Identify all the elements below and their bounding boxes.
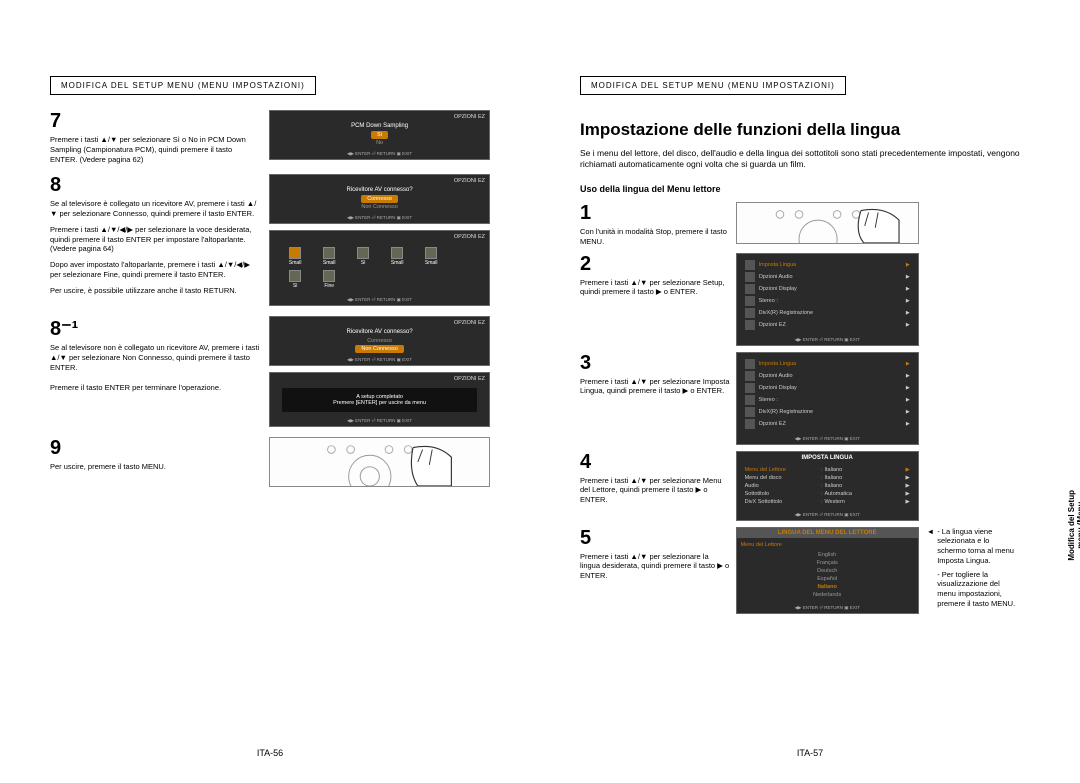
rstep-5-screen: LINGUA DEL MENU DEL LETTORE Menu del Let… [736, 527, 919, 614]
rstep-3-screen: Imposta Lingua▶Opzioni Audio▶Opzioni Dis… [736, 352, 919, 445]
step-8-text2: Premere i tasti ▲/▼/◀/▶ per selezionare … [50, 225, 261, 254]
step-9: 9 Per uscire, premere il tasto MENU. [50, 437, 490, 487]
step-8-text4: Per uscire, è possibile utilizzare anche… [50, 286, 261, 296]
right-sub: Uso della lingua del Menu lettore [580, 184, 1020, 194]
step-9-num: 9 [50, 437, 261, 460]
setup-row: Audio:Italiano▶ [745, 482, 910, 490]
setup-row: Sottotitolo:Automatica▶ [745, 490, 910, 498]
menu-item: Opzioni EZ▶ [745, 319, 910, 331]
step-8-num: 8 [50, 174, 261, 197]
page-num-left: ITA-56 [257, 748, 283, 758]
lang-item: Français [749, 559, 906, 567]
setup-complete-box: A setup completato Premere [ENTER] per u… [282, 388, 477, 412]
step-7-text: Premere i tasti ▲/▼ per selezionare Sì o… [50, 135, 261, 164]
step-8-text1: Se al televisore è collegato un ricevito… [50, 199, 261, 219]
step-8-text3: Dopo aver impostato l'altoparlante, prem… [50, 260, 261, 280]
lang-item: Italiano [749, 583, 906, 591]
setup-row: Menu del Lettore:Italiano▶ [745, 466, 910, 474]
right-page: MODIFICA DEL SETUP MENU (MENU IMPOSTAZIO… [540, 0, 1080, 783]
step-8-1-text2: Premere il tasto ENTER per terminare l'o… [50, 383, 261, 393]
menu-item: Opzioni Display▶ [745, 283, 910, 295]
step-7-num: 7 [50, 110, 261, 133]
left-header: MODIFICA DEL SETUP MENU (MENU IMPOSTAZIO… [50, 76, 316, 95]
menu-item: Opzioni Audio▶ [745, 370, 910, 382]
rstep-5: 5 Premere i tasti ▲/▼ per selezionare la… [580, 527, 1020, 614]
step-8: 8 Se al televisore è collegato un ricevi… [50, 174, 490, 306]
menu-item: Opzioni EZ▶ [745, 418, 910, 430]
lang-item: Español [749, 575, 906, 583]
step-7: 7 Premere i tasti ▲/▼ per selezionare Sì… [50, 110, 490, 164]
right-intro: Se i menu del lettore, del disco, dell'a… [580, 148, 1020, 170]
setup-row: Menu del disco:Italiano▶ [745, 474, 910, 482]
menu-item: Imposta Lingua▶ [745, 358, 910, 370]
menu-item: Stereo :▶ [745, 394, 910, 406]
step-8-1-text1: Se al televisore non è collegato un rice… [50, 343, 261, 372]
rstep-2: 2 Premere i tasti ▲/▼ per selezionare Se… [580, 253, 1020, 346]
step-8-1-screen1: OPZIONI EZ Ricevitore AV connesso? Conne… [269, 316, 490, 366]
menu-item: DivX(R) Registrazione▶ [745, 406, 910, 418]
speaker-grid: Small Small Sì Small Small Sì Fine [274, 243, 485, 293]
lang-item: Nederlands [749, 591, 906, 599]
menu-item: Opzioni Display▶ [745, 382, 910, 394]
rstep-4: 4 Premere i tasti ▲/▼ per selezionare Me… [580, 451, 1020, 521]
remote-hand-figure [269, 437, 490, 487]
step-7-screen: OPZIONI EZ PCM Down Sampling Sì No ◀▶ EN… [269, 110, 490, 160]
step-8-1: 8⁻¹ Se al televisore non è collegato un … [50, 316, 490, 427]
page-num-right: ITA-57 [797, 748, 823, 758]
rstep-3: 3 Premere i tasti ▲/▼ per selezionare Im… [580, 352, 1020, 445]
step-9-text: Per uscire, premere il tasto MENU. [50, 462, 261, 472]
right-heading: Impostazione delle funzioni della lingua [580, 120, 1020, 140]
setup-row: DivX Sottotitolo:Western▶ [745, 498, 910, 506]
side-tab: Modifica del Setup menu (Menu impostazio… [1068, 490, 1080, 561]
rstep-4-screen: IMPOSTA LINGUA Menu del Lettore:Italiano… [736, 451, 919, 521]
rstep-5-notes: ◄- La lingua viene selezionata e lo sche… [919, 527, 1020, 614]
rstep-1: 1 Con l'unità in modalità Stop, premere … [580, 202, 1020, 247]
remote-hand-figure-2 [736, 202, 919, 244]
rstep-2-screen: Imposta Lingua▶Opzioni Audio▶Opzioni Dis… [736, 253, 919, 346]
step-8-1-screen2: OPZIONI EZ A setup completato Premere [E… [269, 372, 490, 427]
menu-item: Opzioni Audio▶ [745, 271, 910, 283]
lang-item: Deutsch [749, 567, 906, 575]
step-8-screen1: OPZIONI EZ Ricevitore AV connesso? Conne… [269, 174, 490, 224]
menu-item: Stereo :▶ [745, 295, 910, 307]
right-header: MODIFICA DEL SETUP MENU (MENU IMPOSTAZIO… [580, 76, 846, 95]
menu-item: DivX(R) Registrazione▶ [745, 307, 910, 319]
step-8-1-num: 8⁻¹ [50, 316, 261, 341]
menu-item: Imposta Lingua▶ [745, 259, 910, 271]
left-page: MODIFICA DEL SETUP MENU (MENU IMPOSTAZIO… [0, 0, 540, 783]
lang-item: English [749, 551, 906, 559]
step-8-screen2: OPZIONI EZ Small Small Sì Small Small Sì… [269, 230, 490, 306]
